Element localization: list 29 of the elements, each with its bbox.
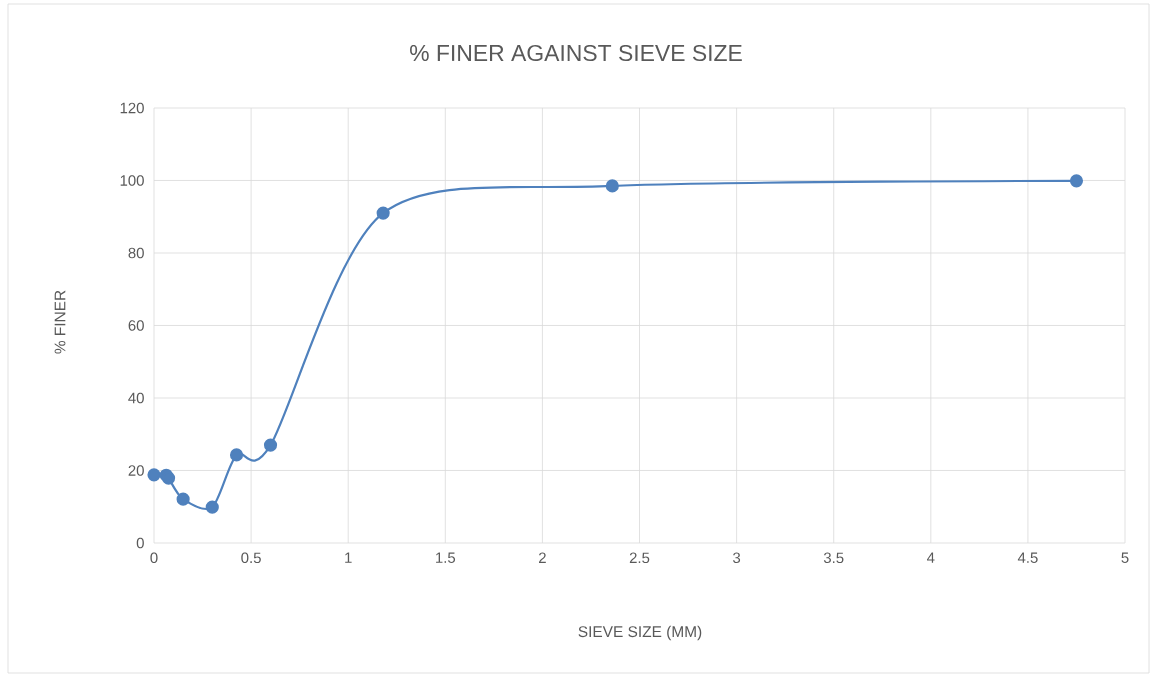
point	[205, 500, 219, 514]
point	[147, 468, 161, 482]
point	[605, 179, 619, 193]
y-tick-label: 100	[120, 175, 144, 186]
point	[176, 492, 190, 506]
y-tick-label: 60	[128, 320, 144, 331]
y-axis-title: % FINER	[54, 290, 66, 354]
x-tick-label: 3.5	[823, 552, 844, 564]
x-tick-label: 2	[539, 552, 546, 563]
y-tick-label: 40	[128, 392, 144, 404]
x-tick-label: 0.5	[241, 552, 261, 564]
x-tick-label: 4	[927, 552, 935, 563]
x-tick-label: 4.5	[1017, 552, 1038, 563]
x-tick-label: 5	[1121, 552, 1129, 563]
y-tick-label: 0	[136, 537, 144, 549]
point	[376, 206, 390, 220]
point	[263, 438, 278, 452]
point	[229, 448, 244, 462]
y-tick-label: 80	[128, 247, 144, 259]
x-tick-label: 1	[345, 552, 352, 563]
x-tick-label: 0	[150, 552, 158, 564]
x-tick-label: 2.5	[629, 552, 650, 564]
x-axis-title: SIEVE SIZE (MM)	[578, 625, 702, 641]
y-tick-label: 120	[120, 102, 144, 114]
point	[1069, 174, 1084, 188]
x-tick-label: 1.5	[436, 552, 456, 563]
chart-title: % FINER AGAINST SIEVE SIZE	[410, 44, 742, 62]
x-tick-label: 3	[733, 552, 741, 564]
y-tick-label: 20	[128, 465, 144, 476]
